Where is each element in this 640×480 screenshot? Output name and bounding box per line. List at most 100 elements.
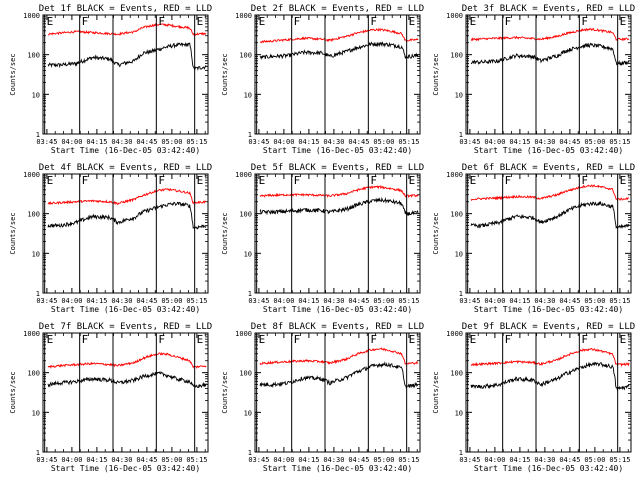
x-tick-label: 04:00 [484, 297, 505, 305]
y-tick-label: 1000 [235, 171, 252, 179]
boundary-flag: E [47, 333, 54, 346]
y-tick-label: 100 [27, 370, 40, 378]
boundary-flag: E [197, 15, 204, 28]
x-tick-label: 05:00 [373, 456, 394, 464]
y-tick-label: 100 [450, 370, 463, 378]
plot-frame [465, 332, 632, 453]
panel-det-8f: Det 8f BLACK = Events, RED = LLD Counts/s… [221, 322, 424, 473]
x-tick-label: 03:45 [36, 138, 57, 146]
y-tick-label: 100 [239, 370, 252, 378]
series-line-lld [259, 347, 419, 366]
panel-title: Det 7f BLACK = Events, RED = LLD [39, 322, 212, 332]
x-tick-label: 05:00 [584, 138, 605, 146]
x-axis-label: Start Time (16-Dec-05 03:42:40) [51, 305, 200, 314]
y-tick-label: 1 [459, 449, 463, 457]
series-line-events [470, 361, 630, 392]
boundary-flag: F [581, 15, 588, 28]
boundary-flag: F [370, 333, 377, 346]
series-line-events [259, 41, 419, 60]
x-tick-label: 04:15 [86, 138, 107, 146]
y-tick-label: 1000 [446, 171, 463, 179]
x-tick-label: 04:30 [534, 297, 555, 305]
y-axis-label: Counts/sec [432, 212, 440, 254]
x-tick-label: 04:30 [534, 456, 555, 464]
series-line-lld [470, 27, 630, 42]
x-tick-label: 04:45 [348, 297, 369, 305]
y-tick-label: 100 [239, 211, 252, 219]
boundary-flag: E [47, 174, 54, 187]
x-tick-label: 05:00 [373, 297, 394, 305]
y-tick-label: 1 [36, 290, 40, 298]
y-tick-label: 10 [32, 409, 40, 417]
boundary-flag: E [470, 15, 477, 28]
y-tick-label: 1 [36, 449, 40, 457]
boundary-flag: F [158, 15, 165, 28]
y-tick-label: 100 [27, 52, 40, 60]
x-tick-label: 04:00 [273, 297, 294, 305]
boundary-flag: F [581, 174, 588, 187]
y-axis-label: Counts/sec [221, 53, 229, 95]
x-tick-label: 04:00 [273, 456, 294, 464]
series-line-events [47, 370, 207, 389]
y-axis-label: Counts/sec [432, 371, 440, 413]
x-axis-label: Start Time (16-Dec-05 03:42:40) [263, 464, 412, 473]
x-tick-label: 05:00 [584, 297, 605, 305]
x-tick-label: 04:45 [136, 138, 157, 146]
boundary-flag: F [82, 333, 89, 346]
boundary-flag: E [470, 333, 477, 346]
boundary-flag: F [370, 174, 377, 187]
boundary-flag: E [620, 15, 627, 28]
y-tick-label: 1000 [446, 12, 463, 20]
x-tick-label: 04:30 [111, 297, 132, 305]
y-tick-label: 1000 [446, 330, 463, 338]
x-axis-label: Start Time (16-Dec-05 03:42:40) [263, 305, 412, 314]
x-tick-label: 04:00 [273, 138, 294, 146]
x-tick-label: 05:15 [186, 456, 207, 464]
y-tick-label: 1 [248, 449, 252, 457]
y-tick-label: 10 [455, 91, 463, 99]
boundary-flag: F [82, 174, 89, 187]
x-axis-label: Start Time (16-Dec-05 03:42:40) [51, 146, 200, 155]
y-tick-label: 10 [244, 409, 252, 417]
panel-title: Det 8f BLACK = Events, RED = LLD [251, 322, 424, 332]
panel-title: Det 9f BLACK = Events, RED = LLD [462, 322, 635, 332]
boundary-flag: F [505, 333, 512, 346]
x-tick-label: 04:00 [61, 456, 82, 464]
y-tick-label: 100 [450, 52, 463, 60]
panel-title: Det 4f BLACK = Events, RED = LLD [39, 163, 212, 173]
boundary-flag: F [581, 333, 588, 346]
boundary-flag: E [259, 333, 266, 346]
x-tick-label: 04:45 [136, 297, 157, 305]
boundary-flag: E [259, 15, 266, 28]
boundary-flag: F [294, 174, 301, 187]
panel-title: Det 2f BLACK = Events, RED = LLD [251, 4, 424, 14]
x-tick-label: 03:45 [36, 456, 57, 464]
series-line-lld [470, 184, 630, 202]
x-tick-label: 03:45 [248, 138, 269, 146]
x-tick-label: 04:15 [298, 138, 319, 146]
panel-det-7f: Det 7f BLACK = Events, RED = LLD Counts/s… [9, 322, 212, 473]
boundary-flag: E [47, 15, 54, 28]
y-tick-label: 10 [244, 91, 252, 99]
x-tick-label: 05:15 [398, 138, 419, 146]
x-tick-label: 03:45 [36, 297, 57, 305]
series-line-events [47, 201, 207, 230]
x-tick-label: 04:30 [323, 138, 344, 146]
series-line-lld [47, 351, 207, 369]
series-line-lld [47, 22, 207, 36]
panel-title: Det 6f BLACK = Events, RED = LLD [462, 163, 635, 173]
x-tick-label: 05:15 [186, 138, 207, 146]
series-line-events [47, 42, 207, 71]
panel-det-9f: Det 9f BLACK = Events, RED = LLD Counts/s… [432, 322, 635, 473]
plot-frame [465, 173, 632, 294]
plot-frame [42, 14, 209, 135]
x-tick-label: 05:15 [609, 456, 630, 464]
boundary-flag: F [505, 174, 512, 187]
boundary-flag: E [470, 174, 477, 187]
x-axis-label: Start Time (16-Dec-05 03:42:40) [474, 464, 623, 473]
x-tick-label: 05:00 [161, 297, 182, 305]
panel-det-2f: Det 2f BLACK = Events, RED = LLD Counts/s… [221, 4, 424, 155]
x-tick-label: 04:45 [559, 297, 580, 305]
x-tick-label: 03:45 [459, 138, 480, 146]
boundary-flag: F [370, 15, 377, 28]
